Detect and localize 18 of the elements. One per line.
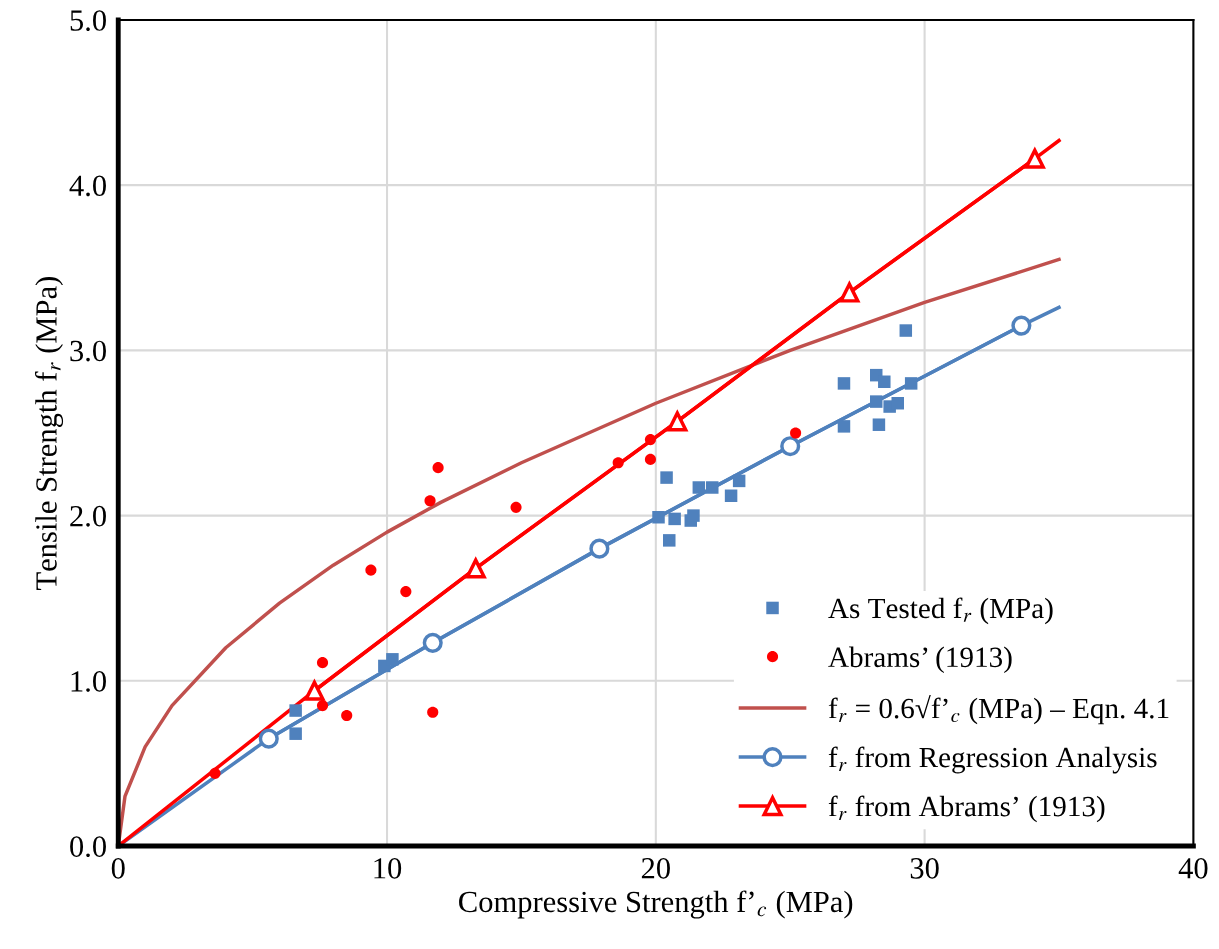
x-tick-label: 40 <box>1178 858 1208 879</box>
legend-label: As Tested f$_{r}$ (MPa) <box>828 597 1053 625</box>
x-tick-label: 30 <box>910 858 939 879</box>
y-tick-label: 0.0 <box>70 836 106 858</box>
legend-label: f$_{r}$ = 0.6√f’$_{c}$ (MPa) – Eqn. 4.1 <box>828 694 1169 725</box>
y-tick-label: 1.0 <box>71 671 106 692</box>
y-tick-label: 4.0 <box>69 175 106 197</box>
y-tick-label: 3.0 <box>70 340 106 362</box>
legend-label: f$_{r}$ from Abrams’ (1913) <box>828 795 1105 823</box>
x-tick-label: 10 <box>374 858 402 879</box>
y-axis-title: Tensile Strength f$_{r}$ (MPa) <box>34 277 64 590</box>
y-tick-label: 2.0 <box>70 505 106 527</box>
x-tick-label: 0 <box>111 858 125 879</box>
x-axis-title: Compressive Strength f’$_{c}$ (MPa) <box>459 890 853 919</box>
legend-label: Abrams’ (1913) <box>828 646 1012 674</box>
y-tick-label: 5.0 <box>70 10 106 31</box>
legend-label: f$_{r}$ from Regression Analysis <box>828 746 1157 774</box>
x-tick-label: 20 <box>641 858 670 879</box>
